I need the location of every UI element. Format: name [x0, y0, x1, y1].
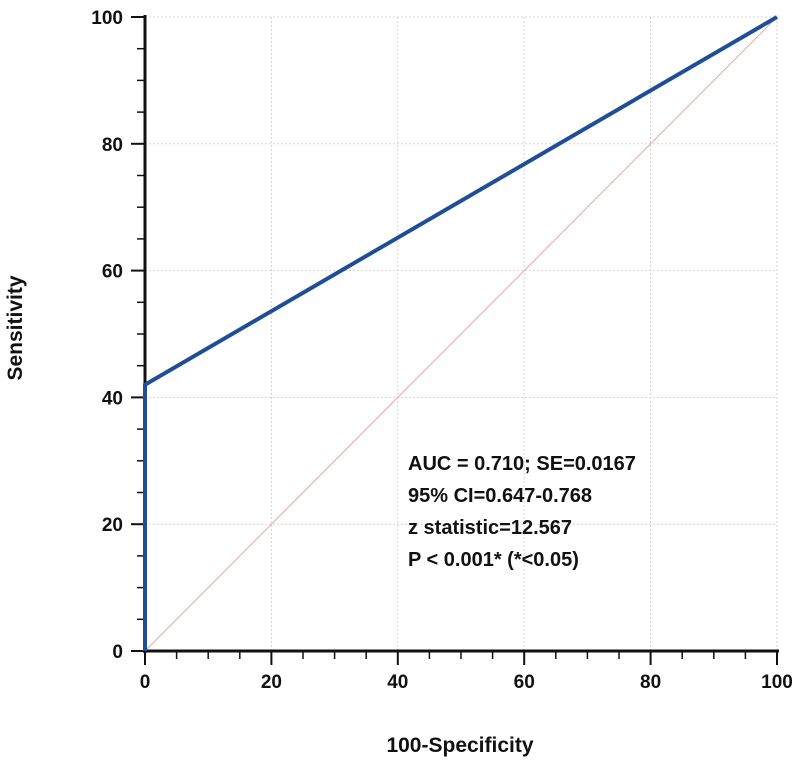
y-axis-label: Sensitivity [4, 275, 27, 380]
annotation-p: P < 0.001* (*<0.05) [408, 549, 579, 571]
y-tick-label: 60 [102, 262, 123, 283]
grid-lines [145, 16, 778, 651]
ticks: 0 20 40 60 80 100 0 20 40 60 80 100 [91, 8, 793, 693]
x-tick-label: 100 [761, 672, 793, 693]
annotation-ci: 95% CI=0.647-0.768 [408, 485, 592, 507]
roc-curve [143, 15, 779, 651]
reference-diagonal [144, 16, 778, 652]
y-tick-label: 80 [102, 135, 123, 156]
annotation-z: z statistic=12.567 [408, 517, 572, 539]
y-tick-label: 20 [102, 515, 123, 536]
y-tick-label: 100 [91, 8, 123, 29]
x-axis-label: 100-Specificity [386, 734, 533, 757]
x-tick-label: 40 [387, 672, 408, 693]
y-tick-label: 40 [102, 388, 123, 409]
stats-annotation: AUC = 0.710; SE=0.0167 95% CI=0.647-0.76… [408, 453, 636, 571]
x-tick-label: 0 [140, 672, 151, 693]
x-tick-label: 20 [261, 672, 282, 693]
x-tick-label: 80 [640, 672, 661, 693]
x-tick-label: 60 [514, 672, 535, 693]
annotation-auc: AUC = 0.710; SE=0.0167 [408, 453, 636, 475]
y-tick-label: 0 [112, 642, 123, 663]
